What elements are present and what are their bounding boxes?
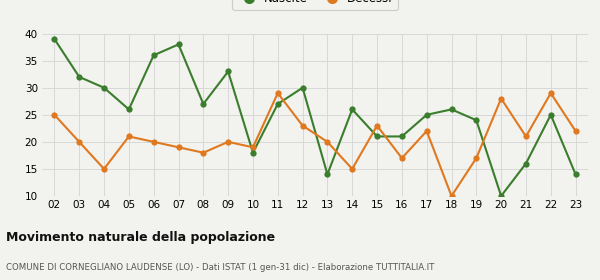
Text: COMUNE DI CORNEGLIANO LAUDENSE (LO) - Dati ISTAT (1 gen-31 dic) - Elaborazione T: COMUNE DI CORNEGLIANO LAUDENSE (LO) - Da… bbox=[6, 263, 434, 272]
Legend: Nascite, Decessi: Nascite, Decessi bbox=[232, 0, 398, 10]
Text: Movimento naturale della popolazione: Movimento naturale della popolazione bbox=[6, 231, 275, 244]
